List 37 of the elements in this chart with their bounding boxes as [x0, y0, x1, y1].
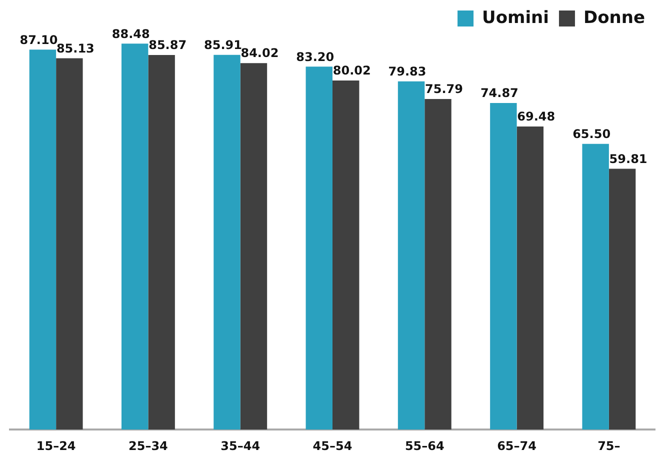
legend-label: Uomini [482, 8, 549, 28]
x-tick-label: 75– [598, 438, 620, 453]
x-tick-label: 55–64 [404, 438, 444, 453]
data-label: 65.50 [572, 127, 611, 141]
data-label: 69.48 [517, 110, 556, 124]
x-tick-label: 45–54 [312, 438, 352, 453]
data-label: 88.48 [112, 26, 150, 41]
data-label: 83.20 [296, 50, 334, 64]
data-label: 75.79 [425, 82, 463, 96]
bar [516, 126, 544, 430]
x-tick-label: 35–44 [220, 438, 260, 453]
data-label: 80.02 [332, 64, 371, 78]
bar [29, 50, 56, 430]
bar [332, 80, 360, 430]
bar [56, 58, 83, 430]
bar [490, 103, 517, 430]
data-label: 74.87 [480, 86, 518, 100]
bar [306, 66, 332, 430]
x-tick-label: 15–24 [36, 438, 76, 453]
bar [424, 98, 452, 430]
data-label: 85.87 [148, 38, 187, 52]
data-label: 84.02 [240, 46, 279, 60]
bar [148, 55, 175, 430]
data-label: 59.81 [609, 152, 648, 166]
bar [608, 168, 636, 430]
data-label: 79.83 [388, 64, 426, 78]
data-label: 87.10 [20, 32, 58, 47]
bar [240, 63, 268, 430]
bar [398, 81, 425, 430]
bar [214, 54, 240, 430]
x-tick-label: 25–34 [128, 438, 168, 453]
data-label: 85.91 [204, 38, 242, 52]
bar [582, 144, 609, 430]
data-label: 85.13 [56, 41, 94, 56]
bar [121, 44, 148, 430]
legend-label: Donne [583, 8, 646, 28]
x-tick-label: 65–74 [497, 438, 536, 453]
